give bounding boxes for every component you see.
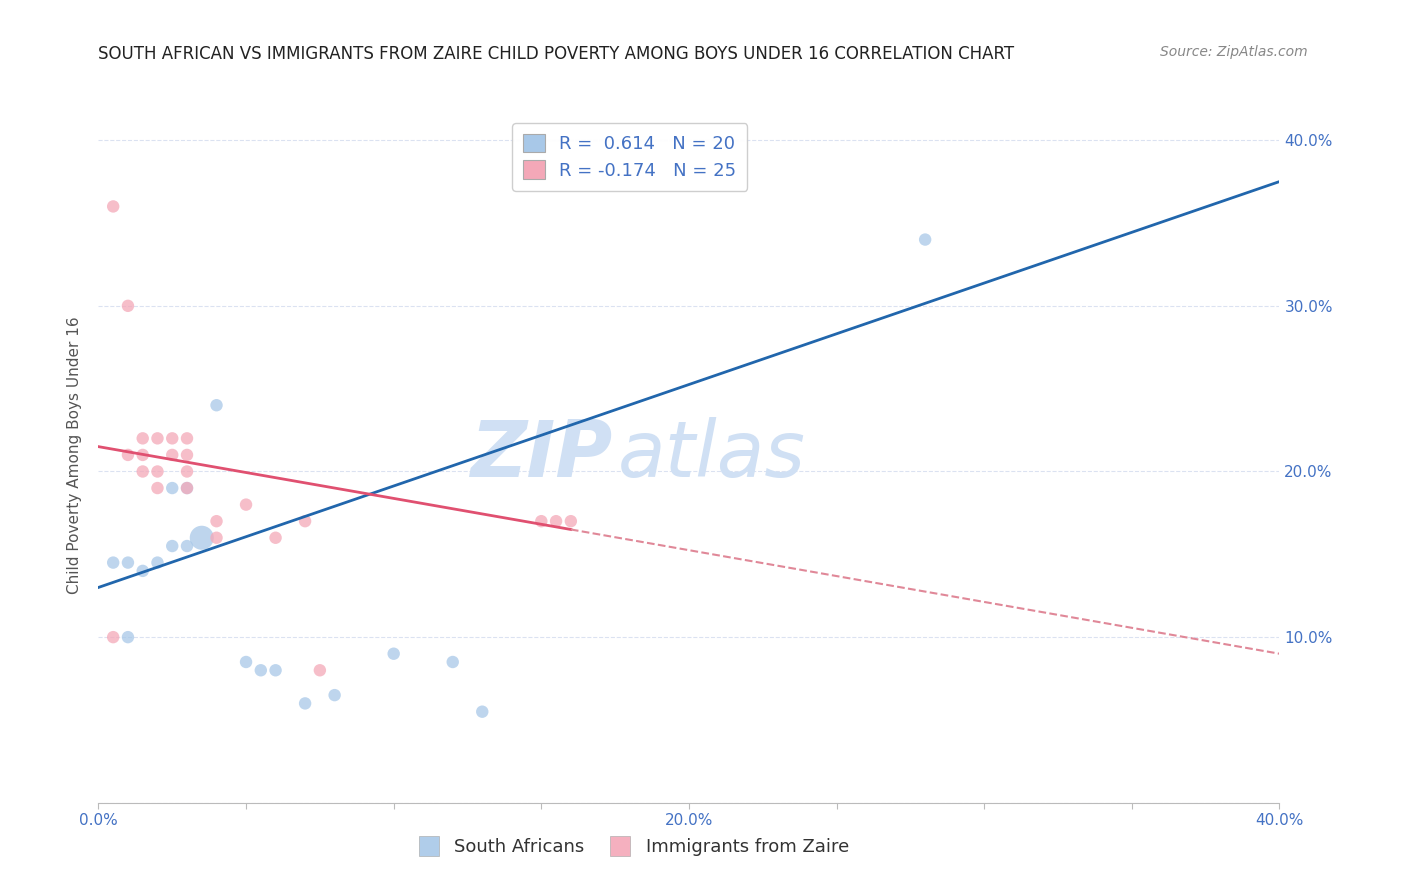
Point [162, 481, 183, 495]
Point [117, 556, 139, 570]
Point [382, 647, 405, 661]
Point [162, 539, 183, 553]
Point [176, 448, 198, 462]
Point [176, 481, 198, 495]
Point [146, 465, 169, 479]
Point [132, 448, 155, 462]
Point [176, 465, 198, 479]
Point [914, 233, 936, 247]
Point [309, 663, 332, 677]
Point [103, 199, 125, 213]
Point [235, 655, 257, 669]
Point [235, 498, 257, 512]
Point [146, 556, 169, 570]
Point [264, 663, 287, 677]
Point [205, 514, 228, 528]
Point [205, 531, 228, 545]
Point [560, 514, 582, 528]
Point [146, 431, 169, 445]
Point [176, 481, 198, 495]
Point [264, 531, 287, 545]
Point [191, 531, 214, 545]
Point [117, 448, 139, 462]
Text: atlas: atlas [619, 417, 806, 493]
Point [117, 299, 139, 313]
Point [176, 431, 198, 445]
Y-axis label: Child Poverty Among Boys Under 16: Child Poverty Among Boys Under 16 [67, 316, 83, 594]
Legend: South Africans, Immigrants from Zaire: South Africans, Immigrants from Zaire [404, 831, 856, 863]
Point [441, 655, 464, 669]
Point [132, 465, 155, 479]
Point [117, 630, 139, 644]
Text: ZIP: ZIP [470, 417, 612, 493]
Point [103, 556, 125, 570]
Point [294, 514, 316, 528]
Point [250, 663, 273, 677]
Point [176, 539, 198, 553]
Point [471, 705, 494, 719]
Text: Source: ZipAtlas.com: Source: ZipAtlas.com [1160, 45, 1308, 59]
Text: SOUTH AFRICAN VS IMMIGRANTS FROM ZAIRE CHILD POVERTY AMONG BOYS UNDER 16 CORRELA: SOUTH AFRICAN VS IMMIGRANTS FROM ZAIRE C… [98, 45, 1015, 62]
Point [132, 431, 155, 445]
Point [162, 431, 183, 445]
Point [132, 564, 155, 578]
Point [103, 630, 125, 644]
Point [294, 697, 316, 711]
Point [205, 398, 228, 412]
Point [530, 514, 553, 528]
Point [546, 514, 568, 528]
Point [323, 688, 346, 702]
Point [146, 481, 169, 495]
Point [162, 448, 183, 462]
